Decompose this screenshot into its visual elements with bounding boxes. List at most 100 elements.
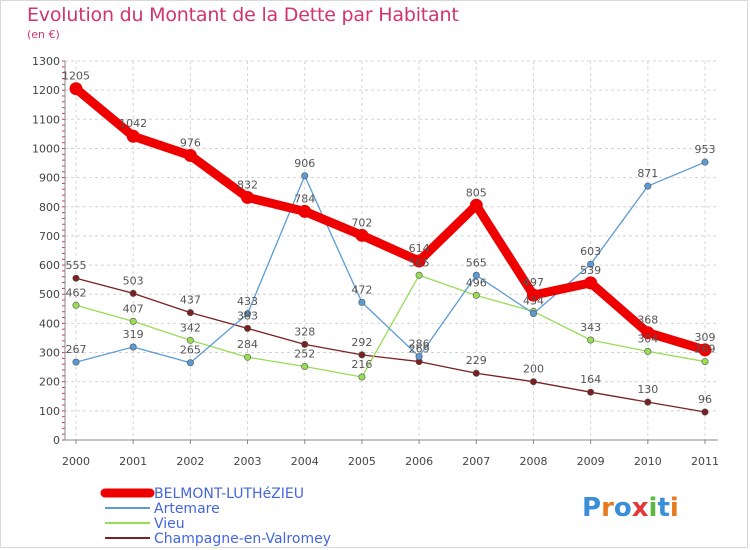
- data-point-belmont-luth-zieu: [584, 276, 598, 290]
- data-label: 383: [237, 309, 258, 322]
- data-label: 1042: [119, 117, 147, 130]
- data-point-vieu: [644, 347, 652, 355]
- legend: BELMONT-LUTHéZIEUArtemareVieuChampagne-e…: [100, 486, 331, 547]
- data-point-vieu: [358, 373, 366, 381]
- data-label: 434: [523, 294, 544, 307]
- data-label: 565: [409, 256, 430, 269]
- data-label: 130: [637, 383, 658, 396]
- series-line-belmont-luth-zieu: [71, 84, 710, 355]
- x-tick-label: 2008: [519, 455, 547, 468]
- data-point-artemare: [472, 271, 480, 279]
- data-point-belmont-luth-zieu: [126, 129, 140, 143]
- logo-letter: r: [601, 493, 614, 523]
- data-label: 304: [637, 332, 658, 345]
- data-label: 805: [466, 186, 487, 199]
- data-label: 269: [409, 343, 430, 356]
- data-point-artemare: [186, 359, 194, 367]
- x-tick-label: 2004: [291, 455, 319, 468]
- x-tick-label: 2003: [234, 455, 262, 468]
- data-label: 309: [695, 331, 716, 344]
- data-point-artemare: [244, 310, 252, 318]
- data-label: 252: [294, 348, 315, 361]
- data-point-belmont-luth-zieu: [698, 343, 712, 357]
- data-point-champagne-en-valromey: [472, 369, 480, 377]
- y-tick-label: 0: [53, 434, 60, 447]
- legend-label-champagne-en-valromey: Champagne-en-Valromey: [154, 531, 331, 547]
- x-tick-label: 2010: [634, 455, 662, 468]
- y-tick-label: 600: [39, 259, 60, 272]
- data-label: 614: [409, 242, 430, 255]
- x-tick-label: 2009: [577, 455, 605, 468]
- data-label: 164: [580, 373, 601, 386]
- y-tick-label: 300: [39, 347, 60, 360]
- data-point-vieu: [129, 317, 137, 325]
- data-point-vieu: [186, 336, 194, 344]
- data-point-champagne-en-valromey: [244, 324, 252, 332]
- data-label: 702: [351, 216, 372, 229]
- data-point-champagne-en-valromey: [301, 340, 309, 348]
- data-label: 216: [351, 358, 372, 371]
- data-label: 497: [523, 276, 544, 289]
- data-label: 462: [66, 286, 87, 299]
- data-label: 871: [637, 167, 658, 180]
- data-point-artemare: [72, 358, 80, 366]
- x-tick-label: 2001: [119, 455, 147, 468]
- data-label: 539: [580, 264, 601, 277]
- data-point-artemare: [644, 182, 652, 190]
- data-point-belmont-luth-zieu: [355, 228, 369, 242]
- data-point-vieu: [244, 353, 252, 361]
- data-label: 503: [123, 274, 144, 287]
- y-tick-label: 1200: [32, 84, 60, 97]
- data-point-champagne-en-valromey: [644, 398, 652, 406]
- x-tick-label: 2007: [462, 455, 490, 468]
- data-point-belmont-luth-zieu: [641, 326, 655, 340]
- data-label: 319: [123, 328, 144, 341]
- data-label: 603: [580, 245, 601, 258]
- data-label: 292: [351, 336, 372, 349]
- data-label: 565: [466, 256, 487, 269]
- data-point-champagne-en-valromey: [358, 351, 366, 359]
- axes: 0 100 200 300 400 500 600 700 800 900 1000 1100 1200…: [32, 55, 719, 468]
- logo-letter: i: [649, 493, 658, 523]
- data-label: 472: [351, 283, 372, 296]
- data-label: 906: [294, 157, 315, 170]
- data-point-artemare: [415, 353, 423, 361]
- y-tick-label: 500: [39, 288, 60, 301]
- data-label: 555: [66, 259, 87, 272]
- logo-letter: P: [582, 493, 601, 523]
- data-label: 200: [523, 363, 544, 376]
- data-point-champagne-en-valromey: [72, 274, 80, 282]
- y-tick-label: 900: [39, 172, 60, 185]
- data-labels: 1205104297683278470261480549753936830926…: [62, 70, 716, 406]
- data-point-artemare: [701, 158, 709, 166]
- legend-label-artemare: Artemare: [154, 501, 220, 517]
- data-label: 437: [180, 294, 201, 307]
- x-tick-label: 2006: [405, 455, 433, 468]
- data-point-champagne-en-valromey: [129, 289, 137, 297]
- data-point-artemare: [529, 309, 537, 317]
- data-label: 343: [580, 321, 601, 334]
- data-point-belmont-luth-zieu: [298, 204, 312, 218]
- logo-letter: t: [657, 493, 669, 523]
- y-tick-label: 100: [39, 405, 60, 418]
- data-point-belmont-luth-zieu: [69, 82, 83, 96]
- logo-letter: o: [614, 493, 632, 523]
- y-tick-label: 700: [39, 230, 60, 243]
- legend-label-vieu: Vieu: [154, 516, 185, 532]
- x-tick-label: 2005: [348, 455, 376, 468]
- data-label: 784: [294, 192, 315, 205]
- y-tick-label: 1300: [32, 55, 60, 68]
- chart-subtitle: (en €): [27, 28, 60, 41]
- data-label: 496: [466, 276, 487, 289]
- data-label: 433: [237, 295, 258, 308]
- data-label: 265: [180, 344, 201, 357]
- data-point-belmont-luth-zieu: [241, 190, 255, 204]
- data-point-artemare: [358, 298, 366, 306]
- data-point-champagne-en-valromey: [186, 309, 194, 317]
- data-label: 953: [695, 143, 716, 156]
- series-line-champagne-en-valromey: [75, 277, 706, 413]
- legend-label-belmont-luth-zieu: BELMONT-LUTHéZIEU: [154, 486, 304, 502]
- y-tick-label: 200: [39, 376, 60, 389]
